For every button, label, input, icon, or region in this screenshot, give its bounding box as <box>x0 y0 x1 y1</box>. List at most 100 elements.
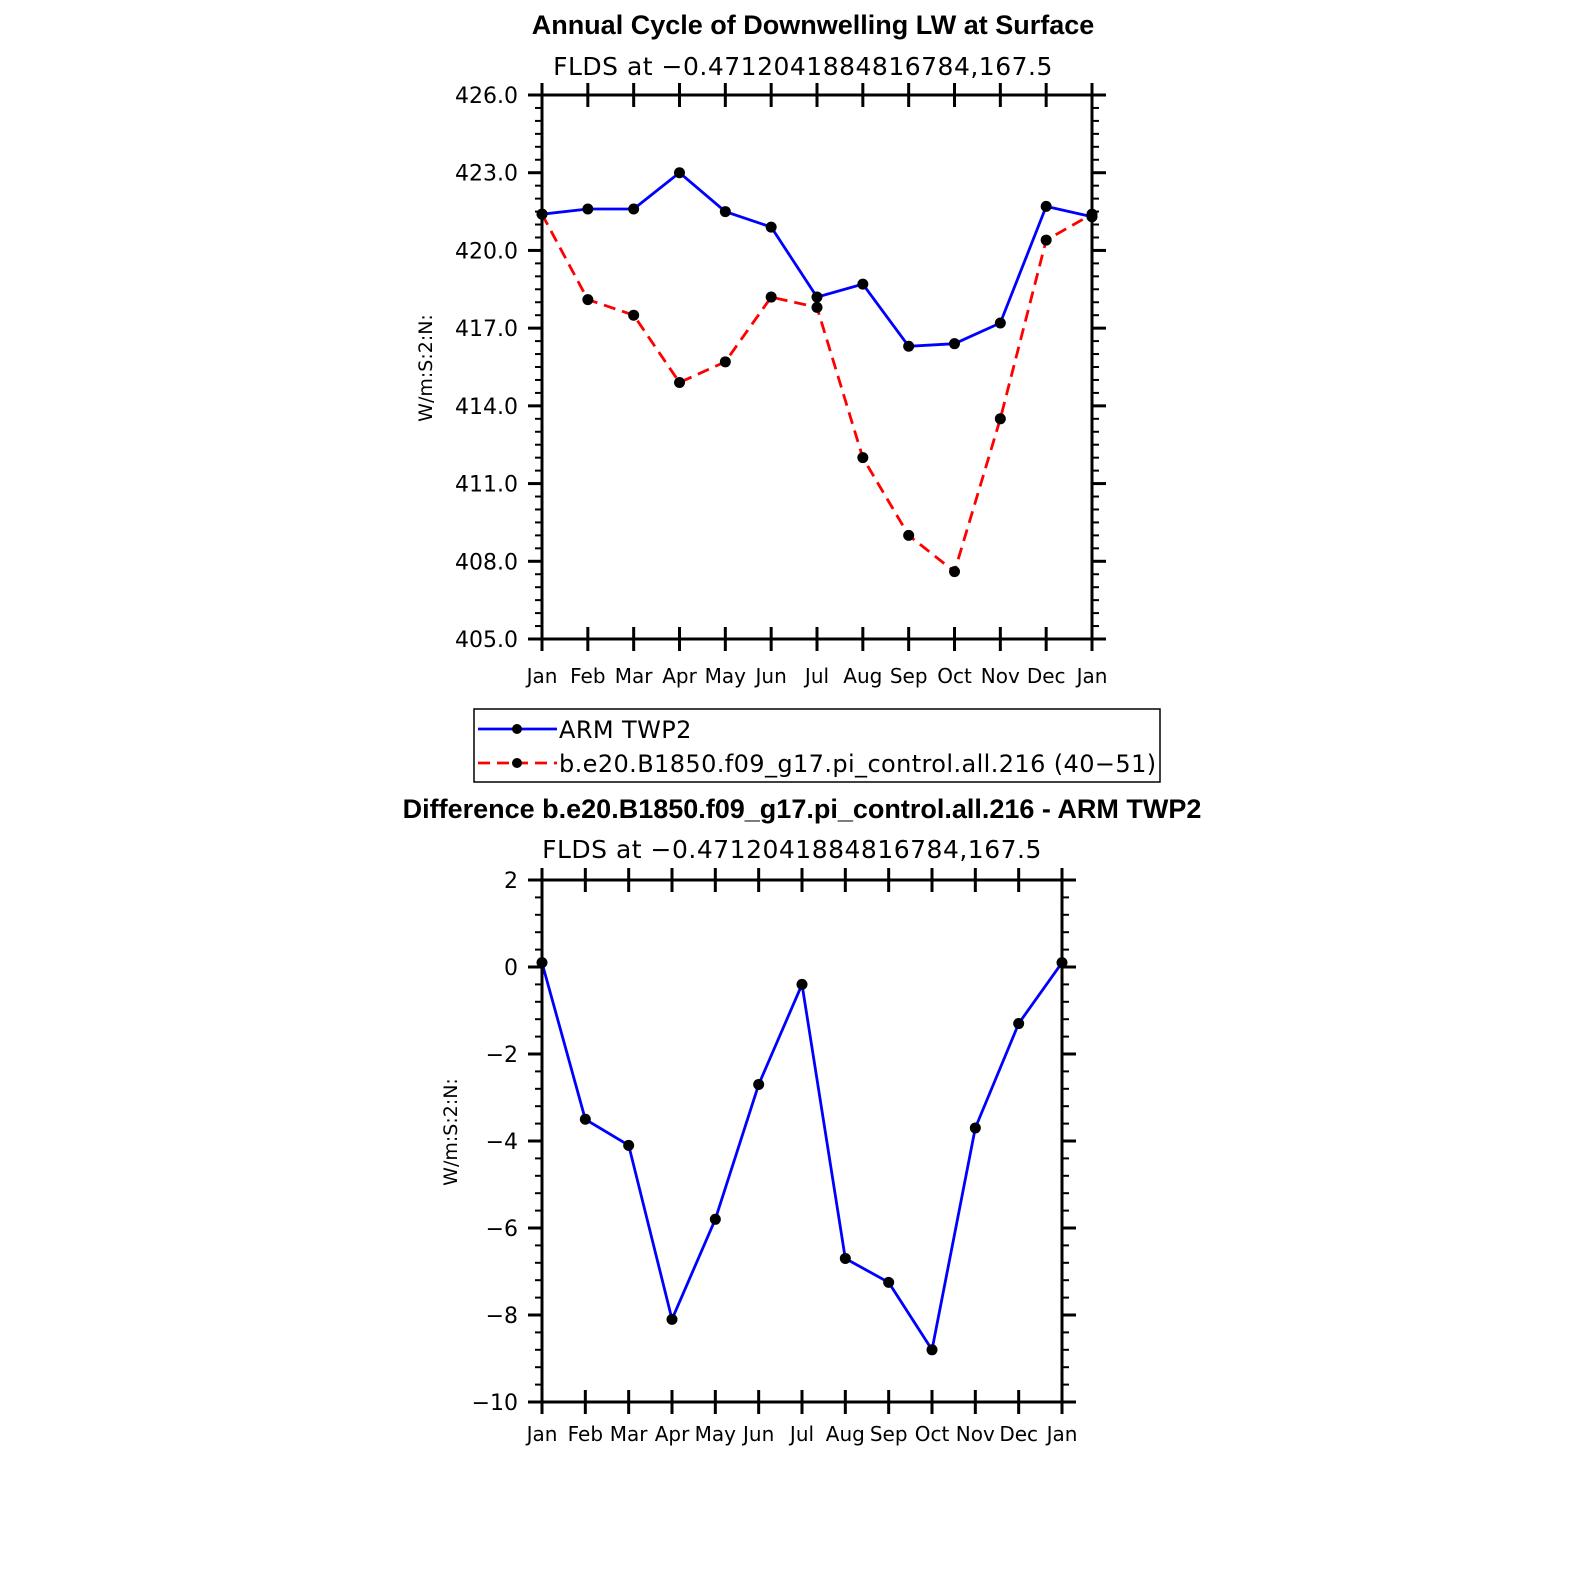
data-point <box>994 413 1006 425</box>
chart-subtitle: FLDS at −0.4712041884816784,167.5 <box>542 835 1042 864</box>
data-point <box>623 1139 635 1151</box>
y-axis-label: W/m:S:2:N: <box>440 1078 462 1186</box>
y-tick-label: 411.0 <box>455 473 518 498</box>
data-point <box>949 566 960 578</box>
series-line-0 <box>540 961 1064 1354</box>
data-point <box>903 529 915 541</box>
x-tick-label: May <box>695 1422 737 1446</box>
plot-frame <box>540 93 1094 641</box>
x-tick-label: May <box>705 664 747 688</box>
chart-subtitle: FLDS at −0.4712041884816784,167.5 <box>553 52 1053 81</box>
data-point <box>949 338 960 350</box>
x-tick-label: Jan <box>525 664 558 688</box>
data-point <box>1013 1018 1025 1030</box>
data-point <box>1040 200 1052 212</box>
y-axis-label: W/m:S:2:N: <box>415 314 437 422</box>
chart-title: Annual Cycle of Downwelling LW at Surfac… <box>532 10 1095 40</box>
data-point <box>969 1122 981 1134</box>
tick-marks <box>528 83 1106 651</box>
data-point <box>857 452 869 464</box>
y-tick-label: −2 <box>486 1043 518 1068</box>
x-tick-label: Jun <box>741 1422 774 1446</box>
x-tick-label: Aug <box>843 664 882 688</box>
data-point <box>582 203 594 215</box>
data-point <box>666 1313 678 1325</box>
data-point <box>903 340 915 352</box>
y-tick-label: −8 <box>486 1304 518 1329</box>
data-point <box>719 356 731 368</box>
y-tick-label: −10 <box>472 1391 518 1416</box>
data-point <box>765 291 777 303</box>
data-point <box>628 309 640 321</box>
plot-series <box>536 167 1098 578</box>
y-tick-label: 408.0 <box>455 550 518 575</box>
data-point <box>811 291 823 303</box>
data-point <box>796 978 808 990</box>
data-point <box>811 301 823 313</box>
y-tick-label: −6 <box>486 1217 518 1242</box>
x-tick-label: Mar <box>615 664 654 688</box>
x-tick-label: Nov <box>981 664 1020 688</box>
data-point <box>753 1078 765 1090</box>
y-tick-labels: 405.0 408.0 411.0 414.0 417.0 420.0 423.0 426.0 <box>455 84 518 653</box>
legend-label-model: b.e20.B1850.f09_g17.pi_control.all.216 (… <box>559 750 1157 778</box>
chart-annual-cycle: Annual Cycle of Downwelling LW at Surfac… <box>415 10 1161 783</box>
y-tick-label: 417.0 <box>455 317 518 342</box>
data-point <box>582 294 594 306</box>
x-tick-label: Apr <box>662 664 697 688</box>
data-point <box>857 278 869 290</box>
series-line-1 <box>540 212 1093 574</box>
plot-series <box>536 957 1068 1356</box>
x-tick-label: Oct <box>937 664 972 688</box>
plot-frame <box>540 878 1064 1404</box>
y-tick-label: 0 <box>504 956 518 981</box>
data-point <box>628 203 640 215</box>
series-line-0 <box>541 170 1093 348</box>
x-tick-label: Feb <box>570 664 605 688</box>
x-tick-label: Mar <box>610 1422 649 1446</box>
legend: ARM TWP2 b.e20.B1850.f09_g17.pi_control.… <box>473 708 1161 783</box>
data-point <box>579 1113 591 1125</box>
data-point <box>839 1252 851 1264</box>
legend-marker-model <box>512 758 522 768</box>
x-tick-label: Jan <box>525 1422 558 1446</box>
x-tick-label: Oct <box>915 1422 950 1446</box>
y-tick-labels: −10 −8 −6 −4 −2 0 2 <box>472 869 518 1416</box>
x-tick-label: Aug <box>826 1422 865 1446</box>
data-point <box>994 317 1006 329</box>
y-tick-label: 420.0 <box>455 239 518 264</box>
y-tick-label: 2 <box>504 869 518 894</box>
x-tick-label: Jun <box>754 664 787 688</box>
x-tick-label: Sep <box>890 664 928 688</box>
legend-marker-arm-twp2 <box>512 724 522 734</box>
data-point <box>883 1276 895 1288</box>
x-tick-label: Jul <box>788 1422 814 1446</box>
tick-marks <box>528 868 1076 1414</box>
data-point <box>1040 234 1052 246</box>
y-tick-label: 426.0 <box>455 84 518 109</box>
x-tick-labels: Jan Feb Mar Apr May Jun Jul Aug Sep Oct Nov Dec Jan <box>525 664 1108 688</box>
x-tick-label: Nov <box>956 1422 995 1446</box>
data-point <box>674 167 685 179</box>
data-point <box>719 206 731 218</box>
y-tick-label: 414.0 <box>455 395 518 420</box>
x-tick-labels: Jan Feb Mar Apr May Jun Jul Aug Sep Oct Nov Dec Jan <box>525 1422 1078 1446</box>
chart-difference: Difference b.e20.B1850.f09_g17.pi_contro… <box>403 794 1202 1446</box>
x-tick-label: Jan <box>1075 664 1108 688</box>
y-tick-label: −4 <box>486 1130 518 1155</box>
y-tick-label: 423.0 <box>455 162 518 187</box>
x-tick-label: Feb <box>568 1422 603 1446</box>
x-tick-label: Sep <box>870 1422 908 1446</box>
x-tick-label: Dec <box>1027 664 1066 688</box>
x-tick-label: Jan <box>1045 1422 1078 1446</box>
x-tick-label: Dec <box>999 1422 1038 1446</box>
x-tick-label: Jul <box>803 664 829 688</box>
chart-title: Difference b.e20.B1850.f09_g17.pi_contro… <box>403 794 1202 824</box>
y-tick-label: 405.0 <box>455 628 518 653</box>
legend-box <box>473 708 1161 783</box>
data-point <box>709 1213 721 1225</box>
data-point <box>926 1344 938 1356</box>
legend-label-arm-twp2: ARM TWP2 <box>559 716 692 744</box>
x-tick-label: Apr <box>655 1422 690 1446</box>
